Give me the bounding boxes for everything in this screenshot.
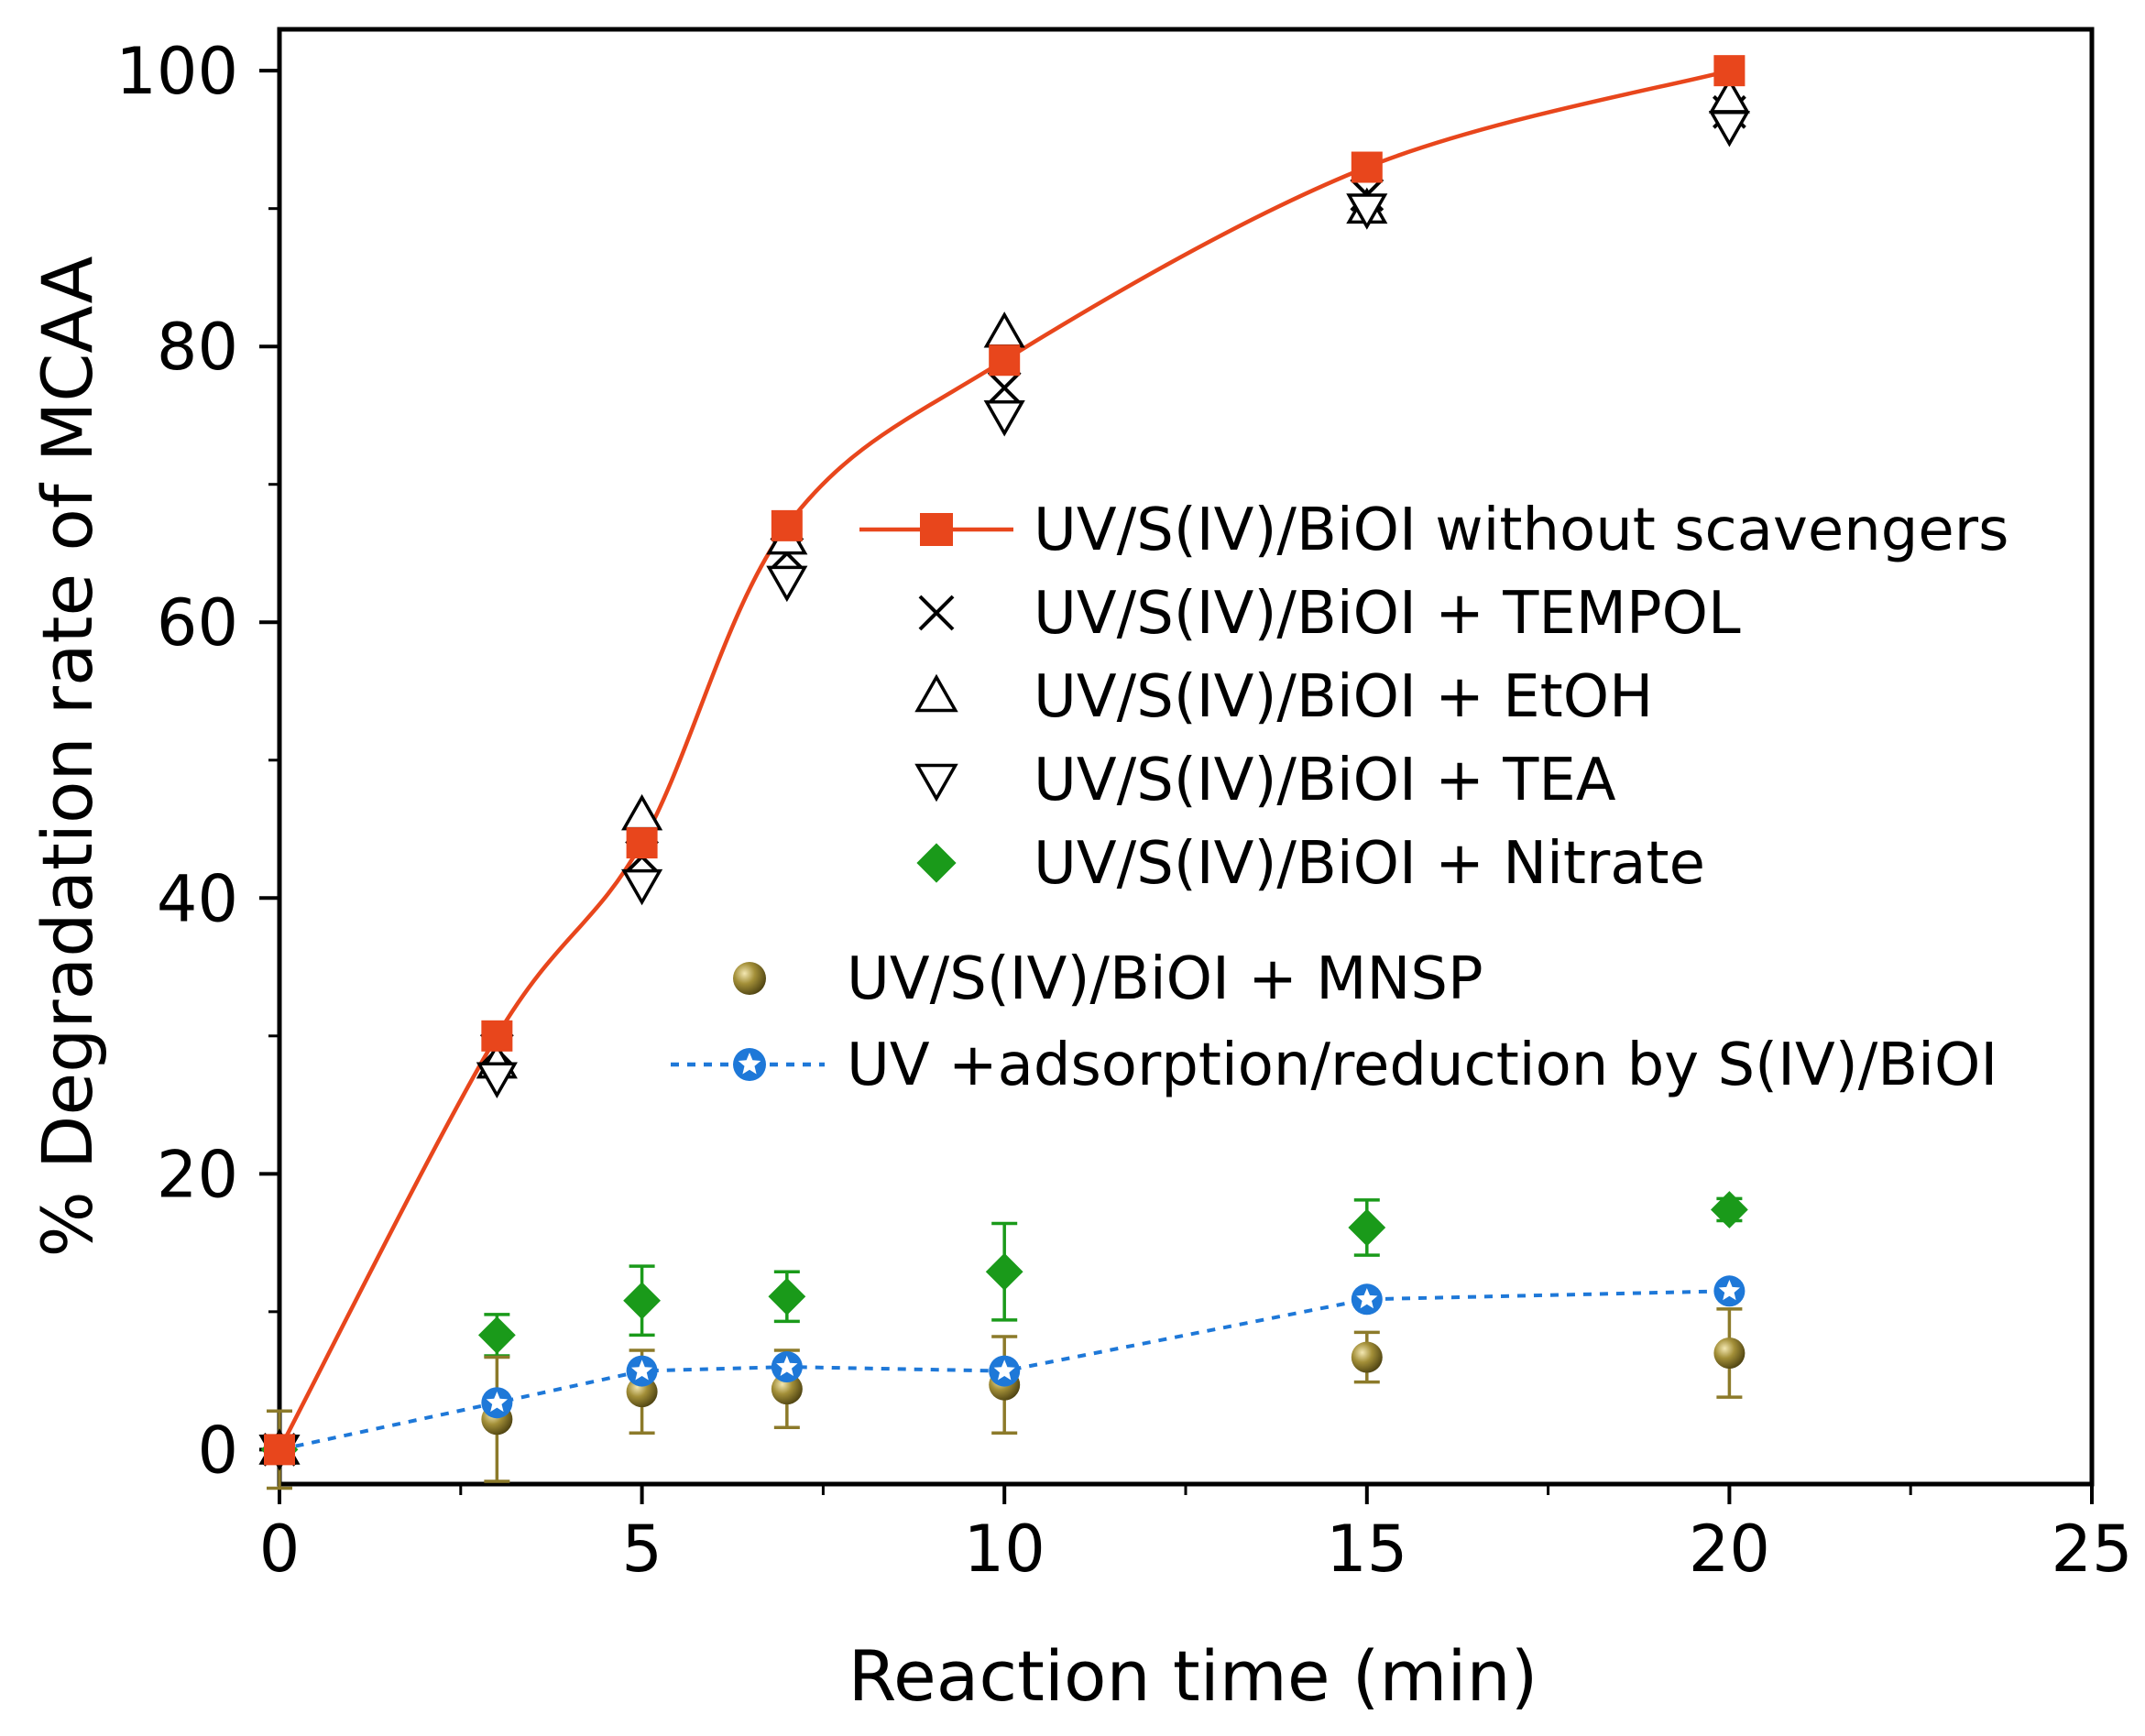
legend-marker <box>733 962 766 995</box>
data-point <box>626 827 658 859</box>
legend-label: UV/S(IV)/BiOI + Nitrate <box>1034 830 1705 898</box>
data-point <box>481 1387 513 1419</box>
series-layer <box>258 55 1750 1490</box>
legend-marker <box>916 843 957 883</box>
legend-marker <box>920 513 953 546</box>
x-tick-label: 10 <box>964 1512 1045 1587</box>
legend-label: UV/S(IV)/BiOI + TEMPOL <box>1034 580 1741 648</box>
y-tick-label: 40 <box>157 861 238 936</box>
grid-ticks: 0 5 10 15 20 25 0 20 40 60 80 100 <box>115 34 2132 1587</box>
x-stroke <box>987 370 1022 405</box>
x-tick-label: 5 <box>621 1512 662 1587</box>
data-point <box>477 1316 516 1354</box>
legend-entry-2: UV/S(IV)/BiOI + EtOH <box>914 663 1653 731</box>
data-point <box>1713 1275 1746 1307</box>
y-tick-label: 80 <box>157 310 238 385</box>
data-point <box>621 793 663 831</box>
star-shape <box>486 1392 508 1413</box>
data-point <box>1351 1341 1383 1373</box>
y-tick-label: 0 <box>197 1413 238 1488</box>
x-tick-label: 0 <box>259 1512 301 1587</box>
data-point <box>768 1277 806 1316</box>
series-markers-3 <box>258 110 1750 1471</box>
data-point <box>1708 110 1750 147</box>
data-point <box>766 565 808 603</box>
series-markers-0 <box>264 55 1746 1466</box>
x-tick-label: 15 <box>1326 1512 1407 1587</box>
data-point <box>771 1351 803 1383</box>
data-point <box>481 1020 513 1052</box>
data-point <box>1351 1283 1383 1316</box>
star-shape <box>993 1359 1015 1381</box>
data-point <box>989 344 1021 377</box>
data-point <box>621 868 663 906</box>
data-point <box>983 400 1025 437</box>
y-tick-label: 100 <box>115 34 238 109</box>
legend-entry-3: UV/S(IV)/BiOI + TEA <box>914 747 1616 814</box>
star-shape <box>776 1355 798 1376</box>
star-shape <box>1356 1288 1378 1309</box>
star-shape <box>738 1053 761 1075</box>
data-point <box>989 1355 1021 1387</box>
legend-marker <box>914 673 958 713</box>
y-axis-title: % Degradation rate of MCAA <box>27 257 108 1258</box>
data-point <box>476 1062 518 1099</box>
legend: UV/S(IV)/BiOI without scavengers UV/S(IV)… <box>671 497 2008 1099</box>
legend-marker <box>733 1048 766 1081</box>
legend-label: UV/S(IV)/BiOI + TEA <box>1034 747 1616 814</box>
y-tick-label: 20 <box>157 1137 238 1212</box>
legend-entry-4: UV/S(IV)/BiOI + Nitrate <box>916 830 1705 898</box>
legend-label: UV/S(IV)/BiOI without scavengers <box>1034 497 2008 564</box>
data-point <box>1348 1208 1386 1247</box>
legend-marker <box>918 595 955 631</box>
data-point <box>1713 55 1746 87</box>
x-tick-label: 25 <box>2051 1512 2132 1587</box>
data-point <box>771 1373 803 1405</box>
legend-entry-1: UV/S(IV)/BiOI + TEMPOL <box>918 580 1741 648</box>
data-point <box>983 311 1025 348</box>
data-point <box>1346 193 1388 230</box>
star-shape <box>1718 1280 1740 1301</box>
y-tick-label: 60 <box>157 585 238 661</box>
x-tick-label: 20 <box>1689 1512 1770 1587</box>
x-axis-title: Reaction time (min) <box>848 1635 1538 1717</box>
legend-marker <box>914 763 958 802</box>
legend-label: UV +adsorption/reduction by S(IV)/BiOI <box>847 1032 1997 1099</box>
data-point <box>264 1434 295 1466</box>
legend-entry-5: UV/S(IV)/BiOI + MNSP <box>733 945 1483 1013</box>
data-point <box>626 1355 658 1387</box>
data-point <box>771 509 803 541</box>
data-point <box>1351 151 1383 183</box>
legend-entry-6: UV +adsorption/reduction by S(IV)/BiOI <box>671 1032 1997 1099</box>
data-point <box>1713 1337 1746 1370</box>
star-shape <box>631 1359 653 1381</box>
data-point <box>987 370 1022 405</box>
data-point <box>623 1282 661 1320</box>
legend-label: UV/S(IV)/BiOI + MNSP <box>847 945 1483 1013</box>
x-stroke <box>918 595 955 631</box>
data-point <box>985 1252 1023 1291</box>
data-point <box>1711 1191 1748 1228</box>
legend-label: UV/S(IV)/BiOI + EtOH <box>1034 663 1653 731</box>
legend-entry-0: UV/S(IV)/BiOI without scavengers <box>859 497 2008 564</box>
